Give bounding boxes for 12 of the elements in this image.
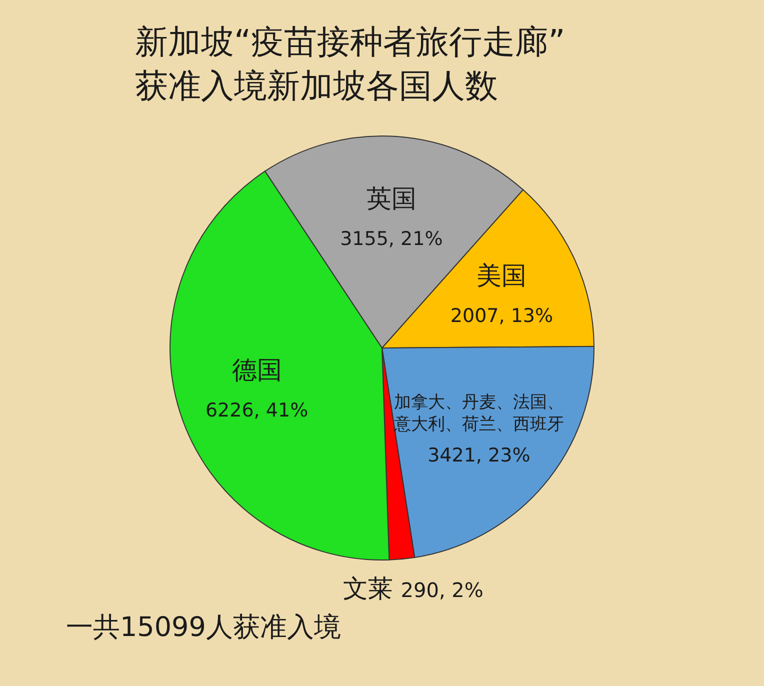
slice-label: 英国: [366, 184, 416, 214]
text: 一共15099人获准入境: [66, 611, 341, 645]
slice-label: 德国: [232, 355, 282, 384]
slice-label: 美国: [476, 261, 527, 290]
data-label: 2007, 13%: [450, 305, 554, 328]
data-label: 3421, 23%: [428, 444, 530, 466]
slice-label: 文莱: [342, 574, 393, 603]
chart-title: 新加坡“疫苗接种者旅行走廊” 获准入境新加坡各国人数: [135, 21, 566, 107]
data-label: 3155, 21%: [340, 228, 443, 250]
slice-label: 加拿大、丹麦、法国、意大利、荷兰、西班牙: [392, 392, 564, 434]
data-label: 6226, 41%: [205, 399, 308, 422]
data-label: 290, 2%: [400, 578, 484, 602]
